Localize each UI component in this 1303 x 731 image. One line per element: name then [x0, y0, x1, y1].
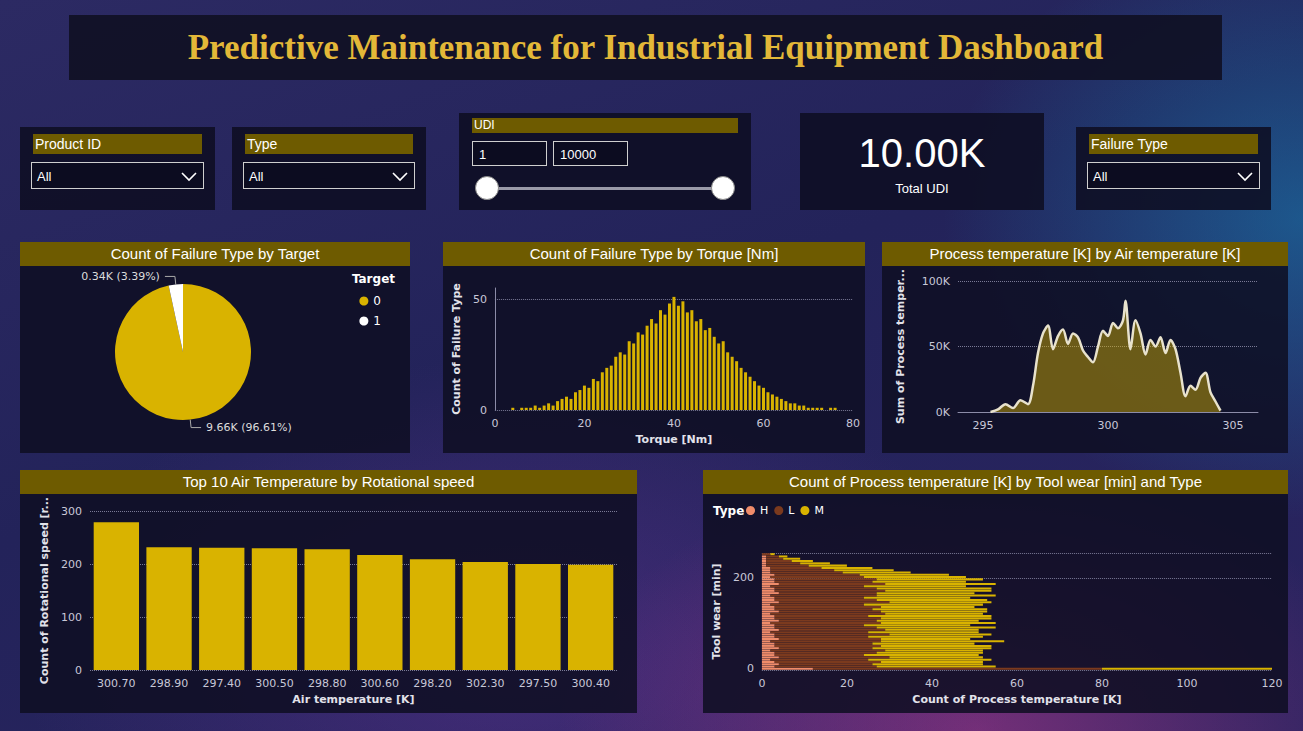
svg-text:298.20: 298.20	[413, 677, 452, 690]
svg-text:40: 40	[925, 677, 939, 690]
svg-text:302.30: 302.30	[466, 677, 505, 690]
svg-text:0K: 0K	[936, 406, 951, 419]
svg-text:L: L	[788, 504, 795, 517]
svg-text:Type: Type	[713, 504, 744, 518]
svg-text:300: 300	[1098, 419, 1119, 432]
svg-text:1: 1	[373, 314, 381, 328]
html-text:Predictive Maintenance for Ind: Predictive Maintenance for Industrial Eq…	[187, 27, 1104, 67]
svg-text:300.40: 300.40	[571, 677, 610, 690]
svg-text:298.80: 298.80	[308, 677, 347, 690]
svg-text:Count of Rotational speed [r..: Count of Rotational speed [r...	[38, 497, 51, 684]
html-text:Product ID: Product ID	[35, 136, 102, 152]
svg-text:300.60: 300.60	[361, 677, 400, 690]
html-text:10000: 10000	[560, 147, 597, 162]
html-text:All: All	[249, 169, 264, 184]
svg-text:Count of Process temperature [: Count of Process temperature [K]	[912, 693, 1121, 706]
svg-text:80: 80	[846, 417, 860, 430]
svg-text:297.50: 297.50	[519, 677, 558, 690]
svg-text:0.34K (3.39%): 0.34K (3.39%)	[81, 270, 160, 283]
html-text:Top 10 Air Temperature by Rota: Top 10 Air Temperature by Rotational spe…	[182, 473, 475, 490]
svg-text:M: M	[814, 504, 824, 517]
html-text:Failure Type: Failure Type	[1091, 136, 1168, 152]
svg-text:0: 0	[373, 294, 381, 308]
html-text:Count of Failure Type by Torqu: Count of Failure Type by Torque [Nm]	[529, 245, 779, 262]
html-text:Total UDI: Total UDI	[895, 181, 949, 196]
html-text:Count of Failure Type by Targe: Count of Failure Type by Target	[110, 245, 320, 262]
svg-text:200: 200	[61, 558, 82, 571]
svg-text:0: 0	[758, 677, 765, 690]
svg-text:0: 0	[480, 404, 487, 417]
html-text:All: All	[37, 169, 52, 184]
svg-text:297.40: 297.40	[203, 677, 242, 690]
svg-text:100: 100	[61, 611, 82, 624]
svg-text:Tool wear [min]: Tool wear [min]	[710, 563, 723, 659]
svg-text:300.50: 300.50	[255, 677, 294, 690]
svg-text:200: 200	[733, 571, 754, 584]
svg-text:295: 295	[973, 419, 994, 432]
svg-text:50: 50	[473, 293, 487, 306]
svg-text:80: 80	[1095, 677, 1109, 690]
svg-text:100K: 100K	[922, 275, 951, 288]
svg-text:60: 60	[756, 417, 770, 430]
svg-text:Count of Failure Type: Count of Failure Type	[450, 283, 463, 415]
svg-text:300.70: 300.70	[97, 677, 136, 690]
svg-text:300: 300	[61, 505, 82, 518]
html-text:UDI: UDI	[474, 118, 495, 132]
svg-text:9.66K (96.61%): 9.66K (96.61%)	[206, 421, 292, 434]
html-text:1: 1	[479, 147, 487, 162]
svg-text:100: 100	[1176, 677, 1197, 690]
svg-text:H: H	[760, 504, 768, 517]
html-text:Type: Type	[247, 136, 278, 152]
html-text:10.00K: 10.00K	[858, 131, 986, 175]
svg-text:50K: 50K	[929, 340, 951, 353]
svg-text:0: 0	[747, 662, 754, 675]
html-text:Process temperature [K] by Air: Process temperature [K] by Air temperatu…	[929, 245, 1241, 262]
svg-text:60: 60	[1010, 677, 1024, 690]
svg-text:Target: Target	[352, 272, 395, 286]
svg-text:120: 120	[1262, 677, 1283, 690]
svg-text:298.90: 298.90	[150, 677, 189, 690]
svg-text:20: 20	[840, 677, 854, 690]
svg-text:0: 0	[491, 417, 498, 430]
html-text:All: All	[1093, 169, 1108, 184]
svg-text:305: 305	[1223, 419, 1244, 432]
svg-text:40: 40	[667, 417, 681, 430]
svg-text:Air temperature [K]: Air temperature [K]	[292, 693, 414, 706]
svg-text:0: 0	[75, 664, 82, 677]
svg-text:Torque [Nm]: Torque [Nm]	[636, 433, 713, 446]
html-text:Count of Process temperature [: Count of Process temperature [K] by Tool…	[789, 473, 1202, 490]
svg-text:Sum of Process temper...: Sum of Process temper...	[894, 269, 907, 424]
svg-text:20: 20	[577, 417, 591, 430]
